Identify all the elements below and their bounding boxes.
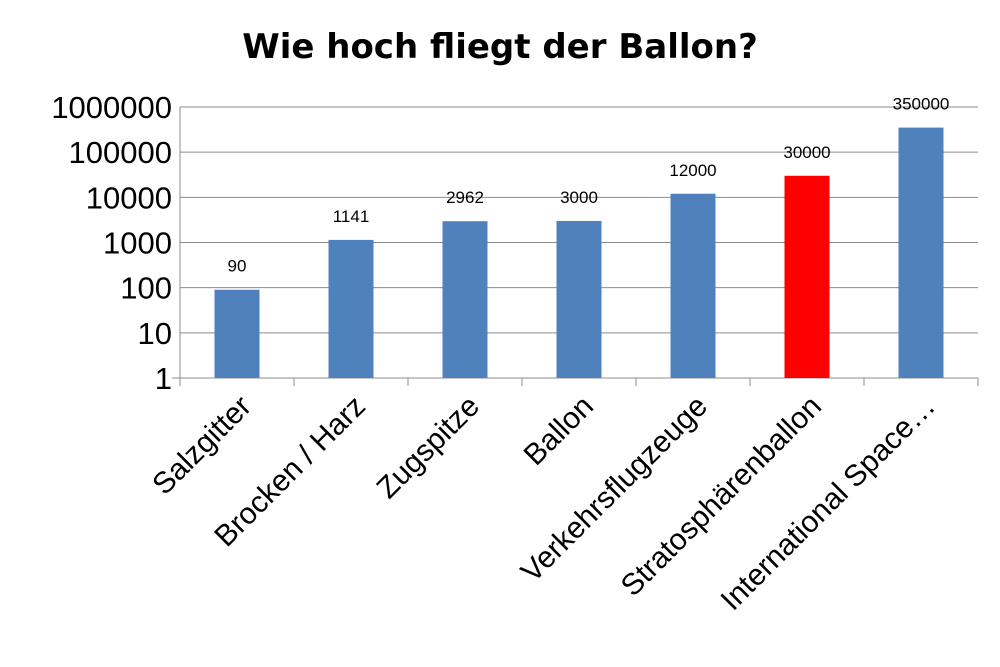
y-tick-label: 1000 [103,226,172,261]
y-tick-label: 10000 [86,180,172,215]
x-tick-label: Ballon [518,390,600,472]
data-label: 3000 [560,188,598,207]
y-tick-label: 100000 [69,135,172,170]
bar [328,239,374,378]
y-tick-label: 10 [138,316,172,351]
data-labels: 90 1141 2962 3000 12000 30000 350000 [228,95,950,276]
bar [442,221,488,378]
x-tick-label: Verkehrsflugzeuge [515,390,714,589]
data-label: 2962 [446,188,484,207]
bars [214,127,944,378]
x-tick-label: Stratosphärenballon [615,390,828,603]
y-axis-tick-labels: 1 10 100 1000 10000 100000 1000000 [51,90,172,396]
x-tick-label: International Space… [715,390,942,617]
data-label: 12000 [669,161,716,180]
bar [784,175,830,378]
chart-title: Wie hoch fliegt der Ballon? [242,27,758,67]
data-label: 350000 [893,95,950,114]
data-label: 1141 [333,207,370,226]
x-tick-label: Salzgitter [146,390,258,502]
y-tick-label: 1 [155,361,172,396]
data-label: 30000 [783,143,830,162]
bar [214,289,260,378]
data-label: 90 [228,257,247,276]
y-tick-label: 1000000 [51,90,172,125]
bar [670,193,716,378]
bar [898,127,944,378]
x-tick-label: Zugspitze [371,390,486,505]
y-tick-label: 100 [120,271,172,306]
bar [556,220,602,378]
